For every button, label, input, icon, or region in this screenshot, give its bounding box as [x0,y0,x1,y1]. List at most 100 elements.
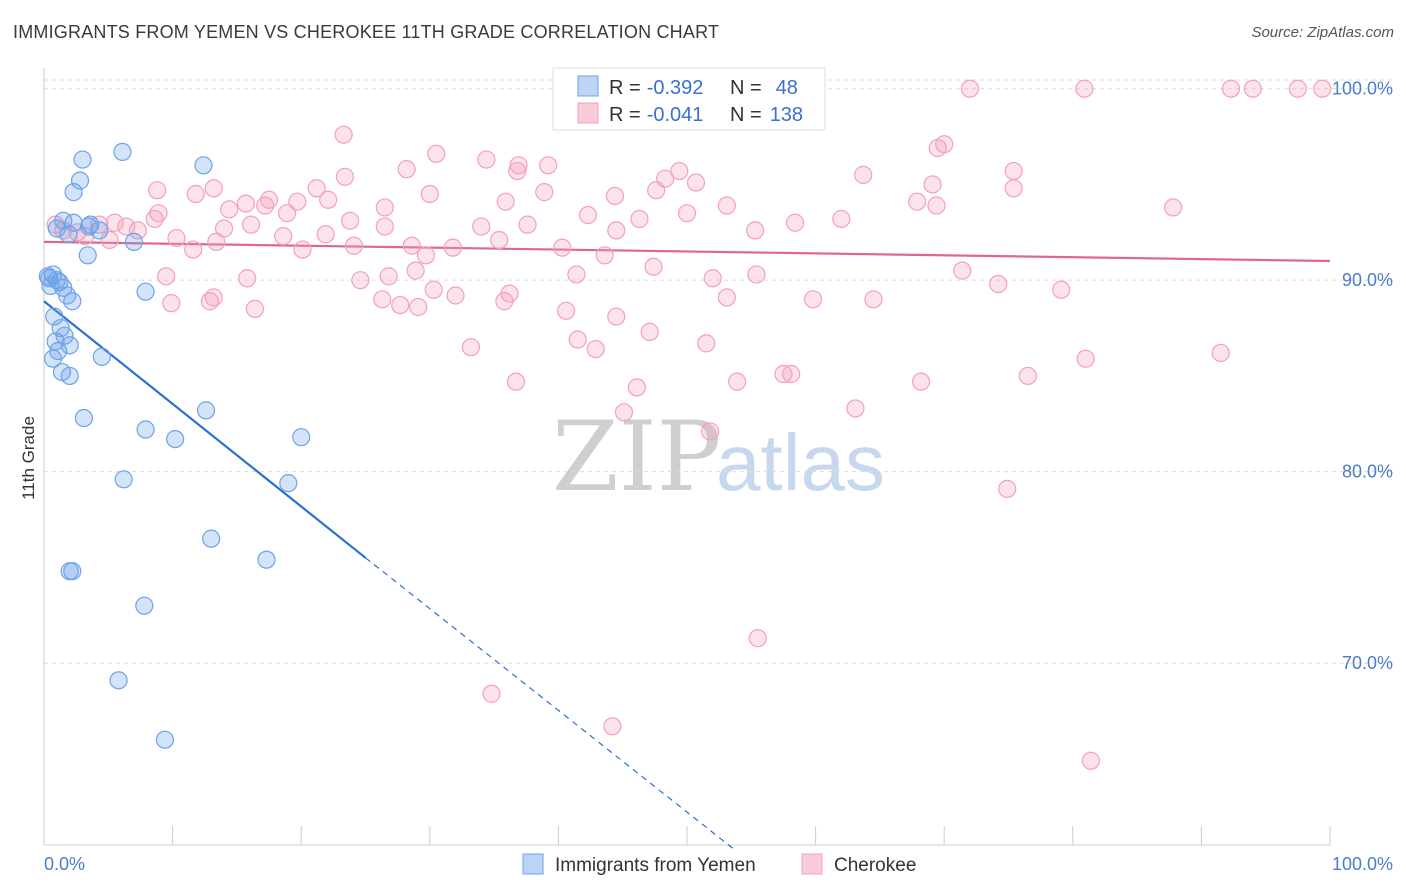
point-cherokee-40 [236,194,256,213]
bottom-legend-swatch-cherokee [801,853,823,875]
point-cherokee-116 [701,422,720,441]
point-cherokee-102 [989,274,1008,294]
point-cherokee-122 [603,717,622,736]
point-cherokee-103 [1052,280,1071,299]
point-cherokee-11 [207,232,226,251]
bottom-legend-swatch-yemen [522,853,544,875]
point-cherokee-38 [186,184,205,204]
source-credit: Source: ZipAtlas.com [1251,24,1394,41]
point-cherokee-129 [1075,79,1094,98]
point-yemen-21 [90,221,109,240]
x-tick-label-0: 0.0% [44,854,85,874]
point-cherokee-86 [162,294,181,313]
point-cherokee-39 [220,200,239,219]
point-yemen-29 [194,156,213,175]
point-cherokee-112 [911,372,931,391]
trend-line-cherokee [43,240,1331,263]
point-cherokee-29 [595,246,614,265]
point-cherokee-16 [293,240,312,259]
point-cherokee-49 [204,179,223,198]
point-cherokee-104 [1211,343,1230,363]
point-cherokee-46 [477,150,496,169]
point-cherokee-62 [1004,161,1023,181]
point-yemen-39 [279,474,298,493]
point-cherokee-41 [277,204,297,223]
point-cherokee-43 [335,167,355,186]
point-cherokee-47 [509,156,528,175]
point-cherokee-23 [443,238,463,257]
point-cherokee-106 [506,372,526,391]
point-cherokee-58 [686,173,706,192]
point-cherokee-18 [340,211,360,230]
point-yemen-25 [64,183,83,202]
point-cherokee-89 [245,299,265,319]
point-cherokee-70 [539,156,558,175]
point-cherokee-54 [496,192,515,211]
point-cherokee-17 [316,225,335,244]
point-cherokee-94 [495,292,514,311]
point-yemen-14 [43,349,63,368]
point-cherokee-83 [703,269,722,288]
legend-box: R = -0.392 N = 48 R = -0.041 N = 138 [552,67,826,131]
point-yemen-28 [113,142,132,162]
y-axis-label: 11th Grade [19,416,38,500]
y-tick-label-3: 100.0% [1332,79,1393,99]
legend-r-yemen: -0.392 [647,77,704,99]
point-cherokee-78 [406,261,425,280]
point-cherokee-111 [846,399,865,418]
point-cherokee-32 [677,204,697,223]
point-cherokee-100 [803,290,823,309]
point-cherokee-109 [627,378,646,397]
point-cherokee-34 [785,213,805,232]
point-cherokee-130 [1221,79,1241,98]
point-cherokee-114 [1076,349,1095,368]
point-yemen-37 [292,428,311,447]
point-cherokee-93 [446,286,465,305]
point-cherokee-27 [535,183,554,202]
point-cherokee-97 [640,322,659,341]
point-cherokee-128 [960,79,980,98]
point-cherokee-108 [586,340,605,359]
point-cherokee-74 [157,267,176,286]
point-cherokee-50 [259,190,279,209]
point-yemen-8 [45,307,64,326]
gridlines [44,79,1392,664]
watermark: ZIP atlas [552,401,885,513]
point-cherokee-61 [908,192,927,211]
point-cherokee-36 [105,213,124,232]
point-yemen-30 [124,232,144,251]
point-cherokee-101 [864,290,883,309]
point-yemen-16 [60,366,79,386]
point-cherokee-90 [373,290,392,309]
point-yemen-27 [73,150,92,169]
point-yemen-33 [74,408,93,428]
point-cherokee-132 [1288,79,1307,98]
point-yemen-6 [58,286,77,305]
point-cherokee-24 [472,217,491,236]
point-cherokee-65 [1004,179,1023,198]
watermark-zip: ZIP [552,401,721,513]
point-cherokee-117 [728,372,747,391]
point-cherokee-67 [334,125,353,144]
point-cherokee-79 [424,280,443,299]
legend-swatch-yemen [577,75,599,97]
legend-swatch-cherokee [577,102,599,124]
point-yemen-47 [40,269,59,288]
point-cherokee-59 [717,196,736,215]
point-cherokee-77 [379,267,398,286]
point-cherokee-88 [204,288,223,307]
point-cherokee-105 [461,338,481,357]
svg-text:N =48: N = 48 [730,77,798,99]
point-cherokee-6 [117,217,136,236]
point-cherokee-13 [241,215,261,234]
point-cherokee-66 [1164,198,1183,217]
point-cherokee-113 [1018,366,1037,386]
point-cherokee-118 [923,175,942,194]
bottom-legend-label-yemen: Immigrants from Yemen [555,855,756,876]
point-yemen-40 [202,529,221,548]
point-cherokee-71 [670,161,689,181]
point-cherokee-45 [397,160,416,179]
point-cherokee-68 [427,144,446,163]
trend-line-yemen-extension [365,557,737,852]
point-yemen-22 [81,215,100,234]
